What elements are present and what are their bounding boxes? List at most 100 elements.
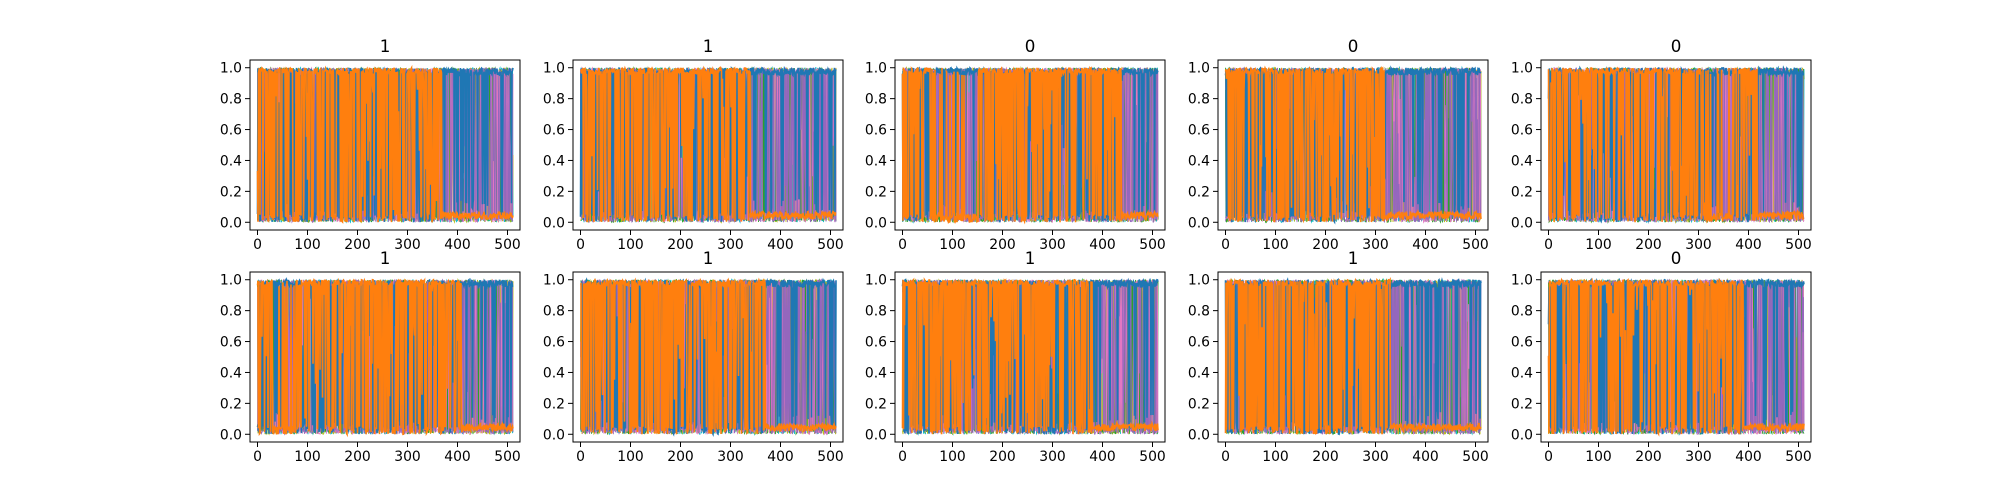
panel-title: 1 (703, 36, 714, 56)
x-tick-label: 500 (1785, 449, 1812, 465)
x-tick-label: 0 (1221, 449, 1230, 465)
series-blue (901, 65, 1159, 223)
panel-9: 0 100 200 300 400 500 0.0 0.2 0.4 0.6 0.8 1.0 1 (1188, 248, 1489, 465)
x-tick-label: 300 (717, 237, 744, 253)
axes-frame (572, 271, 844, 443)
y-tick-label: 0.6 (1188, 335, 1210, 351)
y-tick-label: 0.8 (1511, 304, 1533, 320)
x-tick-label: 500 (1139, 449, 1166, 465)
x-tick-label: 500 (494, 449, 521, 465)
y-tick-label: 1.0 (1511, 273, 1533, 289)
panel-2: 0 100 200 300 400 500 0.0 0.2 0.4 0.6 0.8 1.0 1 (543, 36, 844, 253)
y-tick-label: 0.8 (1188, 92, 1210, 108)
axes-frame (1217, 271, 1489, 443)
x-tick-label: 500 (494, 237, 521, 253)
x-tick-label: 200 (667, 449, 694, 465)
y-tick-label: 0.8 (543, 304, 565, 320)
x-tick-label: 300 (1362, 449, 1389, 465)
plot-area (579, 65, 837, 224)
panel-title: 0 (1025, 36, 1036, 56)
x-tick-label: 200 (1312, 449, 1339, 465)
y-tick-label: 0.4 (1511, 153, 1533, 169)
x-tick-label: 0 (898, 237, 907, 253)
x-tick-label: 0 (576, 237, 585, 253)
x-tick-label: 400 (444, 237, 471, 253)
x-tick-label: 500 (1785, 237, 1812, 253)
y-tick-label: 0.2 (543, 396, 565, 412)
y-tick-label: 1.0 (865, 273, 887, 289)
x-tick-label: 400 (1735, 237, 1762, 253)
x-tick-label: 100 (1262, 449, 1289, 465)
series-orange (256, 64, 514, 224)
y-tick-label: 0.0 (543, 427, 565, 443)
x-tick-label: 400 (1412, 449, 1439, 465)
axes-frame (572, 59, 844, 231)
y-tick-label: 0.4 (865, 153, 887, 169)
x-tick-label: 300 (394, 237, 421, 253)
y-tick-label: 0.4 (865, 365, 887, 381)
y-tick-label: 0.0 (865, 427, 887, 443)
y-tick-label: 1.0 (220, 273, 242, 289)
axes-frame (1540, 271, 1812, 443)
panel-title: 1 (1348, 248, 1359, 268)
x-tick-label: 200 (989, 449, 1016, 465)
x-tick-label: 500 (1139, 237, 1166, 253)
series-orange (901, 277, 1159, 435)
plot-area (901, 277, 1159, 436)
y-tick-label: 0.6 (220, 335, 242, 351)
x-tick-label: 500 (817, 449, 844, 465)
series-orange (1224, 65, 1482, 224)
x-tick-label: 300 (1039, 449, 1066, 465)
y-tick-label: 1.0 (1511, 61, 1533, 77)
y-tick-label: 0.0 (543, 215, 565, 231)
x-tick-label: 0 (253, 237, 262, 253)
y-tick-label: 0.0 (1511, 427, 1533, 443)
x-tick-label: 400 (767, 449, 794, 465)
x-tick-label: 400 (767, 237, 794, 253)
x-tick-label: 0 (1221, 237, 1230, 253)
x-tick-label: 0 (1544, 449, 1553, 465)
series-orange (901, 65, 1159, 225)
y-tick-label: 0.2 (865, 396, 887, 412)
series-orange (1224, 277, 1482, 436)
x-tick-label: 500 (1462, 449, 1489, 465)
axes-frame (1217, 59, 1489, 231)
panel-title: 1 (380, 36, 391, 56)
y-tick-label: 0.8 (1188, 304, 1210, 320)
y-tick-label: 0.4 (1188, 153, 1210, 169)
y-tick-label: 0.8 (865, 92, 887, 108)
series-orange (580, 65, 837, 223)
y-tick-label: 1.0 (543, 61, 565, 77)
y-tick-label: 0.4 (220, 153, 242, 169)
panel-title: 0 (1671, 248, 1682, 268)
series-orange (580, 277, 837, 435)
y-tick-label: 0.8 (220, 304, 242, 320)
x-tick-label: 300 (1685, 237, 1712, 253)
y-tick-label: 0.2 (1511, 396, 1533, 412)
panel-7: 0 100 200 300 400 500 0.0 0.2 0.4 0.6 0.8 1.0 1 (543, 248, 844, 465)
y-tick-label: 0.4 (220, 365, 242, 381)
x-tick-label: 0 (898, 449, 907, 465)
plot-area (901, 65, 1159, 225)
panel-4: 0 100 200 300 400 500 0.0 0.2 0.4 0.6 0.8 1.0 0 (1188, 36, 1489, 253)
x-tick-label: 100 (617, 237, 644, 253)
y-tick-label: 0.4 (1188, 365, 1210, 381)
x-tick-label: 0 (576, 449, 585, 465)
x-tick-label: 100 (1585, 237, 1612, 253)
x-tick-label: 200 (344, 237, 371, 253)
x-tick-label: 100 (1585, 449, 1612, 465)
axes-frame (249, 59, 521, 231)
panel-title: 0 (1671, 36, 1682, 56)
y-tick-label: 0.4 (543, 153, 565, 169)
y-tick-label: 0.6 (220, 123, 242, 139)
x-tick-label: 300 (394, 449, 421, 465)
y-tick-label: 0.2 (1188, 184, 1210, 200)
y-tick-label: 0.0 (865, 215, 887, 231)
y-tick-label: 0.6 (543, 335, 565, 351)
plot-area (1224, 277, 1482, 436)
y-tick-label: 0.6 (543, 123, 565, 139)
y-tick-label: 0.4 (1511, 365, 1533, 381)
y-tick-label: 1.0 (1188, 61, 1210, 77)
plot-area (1224, 65, 1482, 225)
